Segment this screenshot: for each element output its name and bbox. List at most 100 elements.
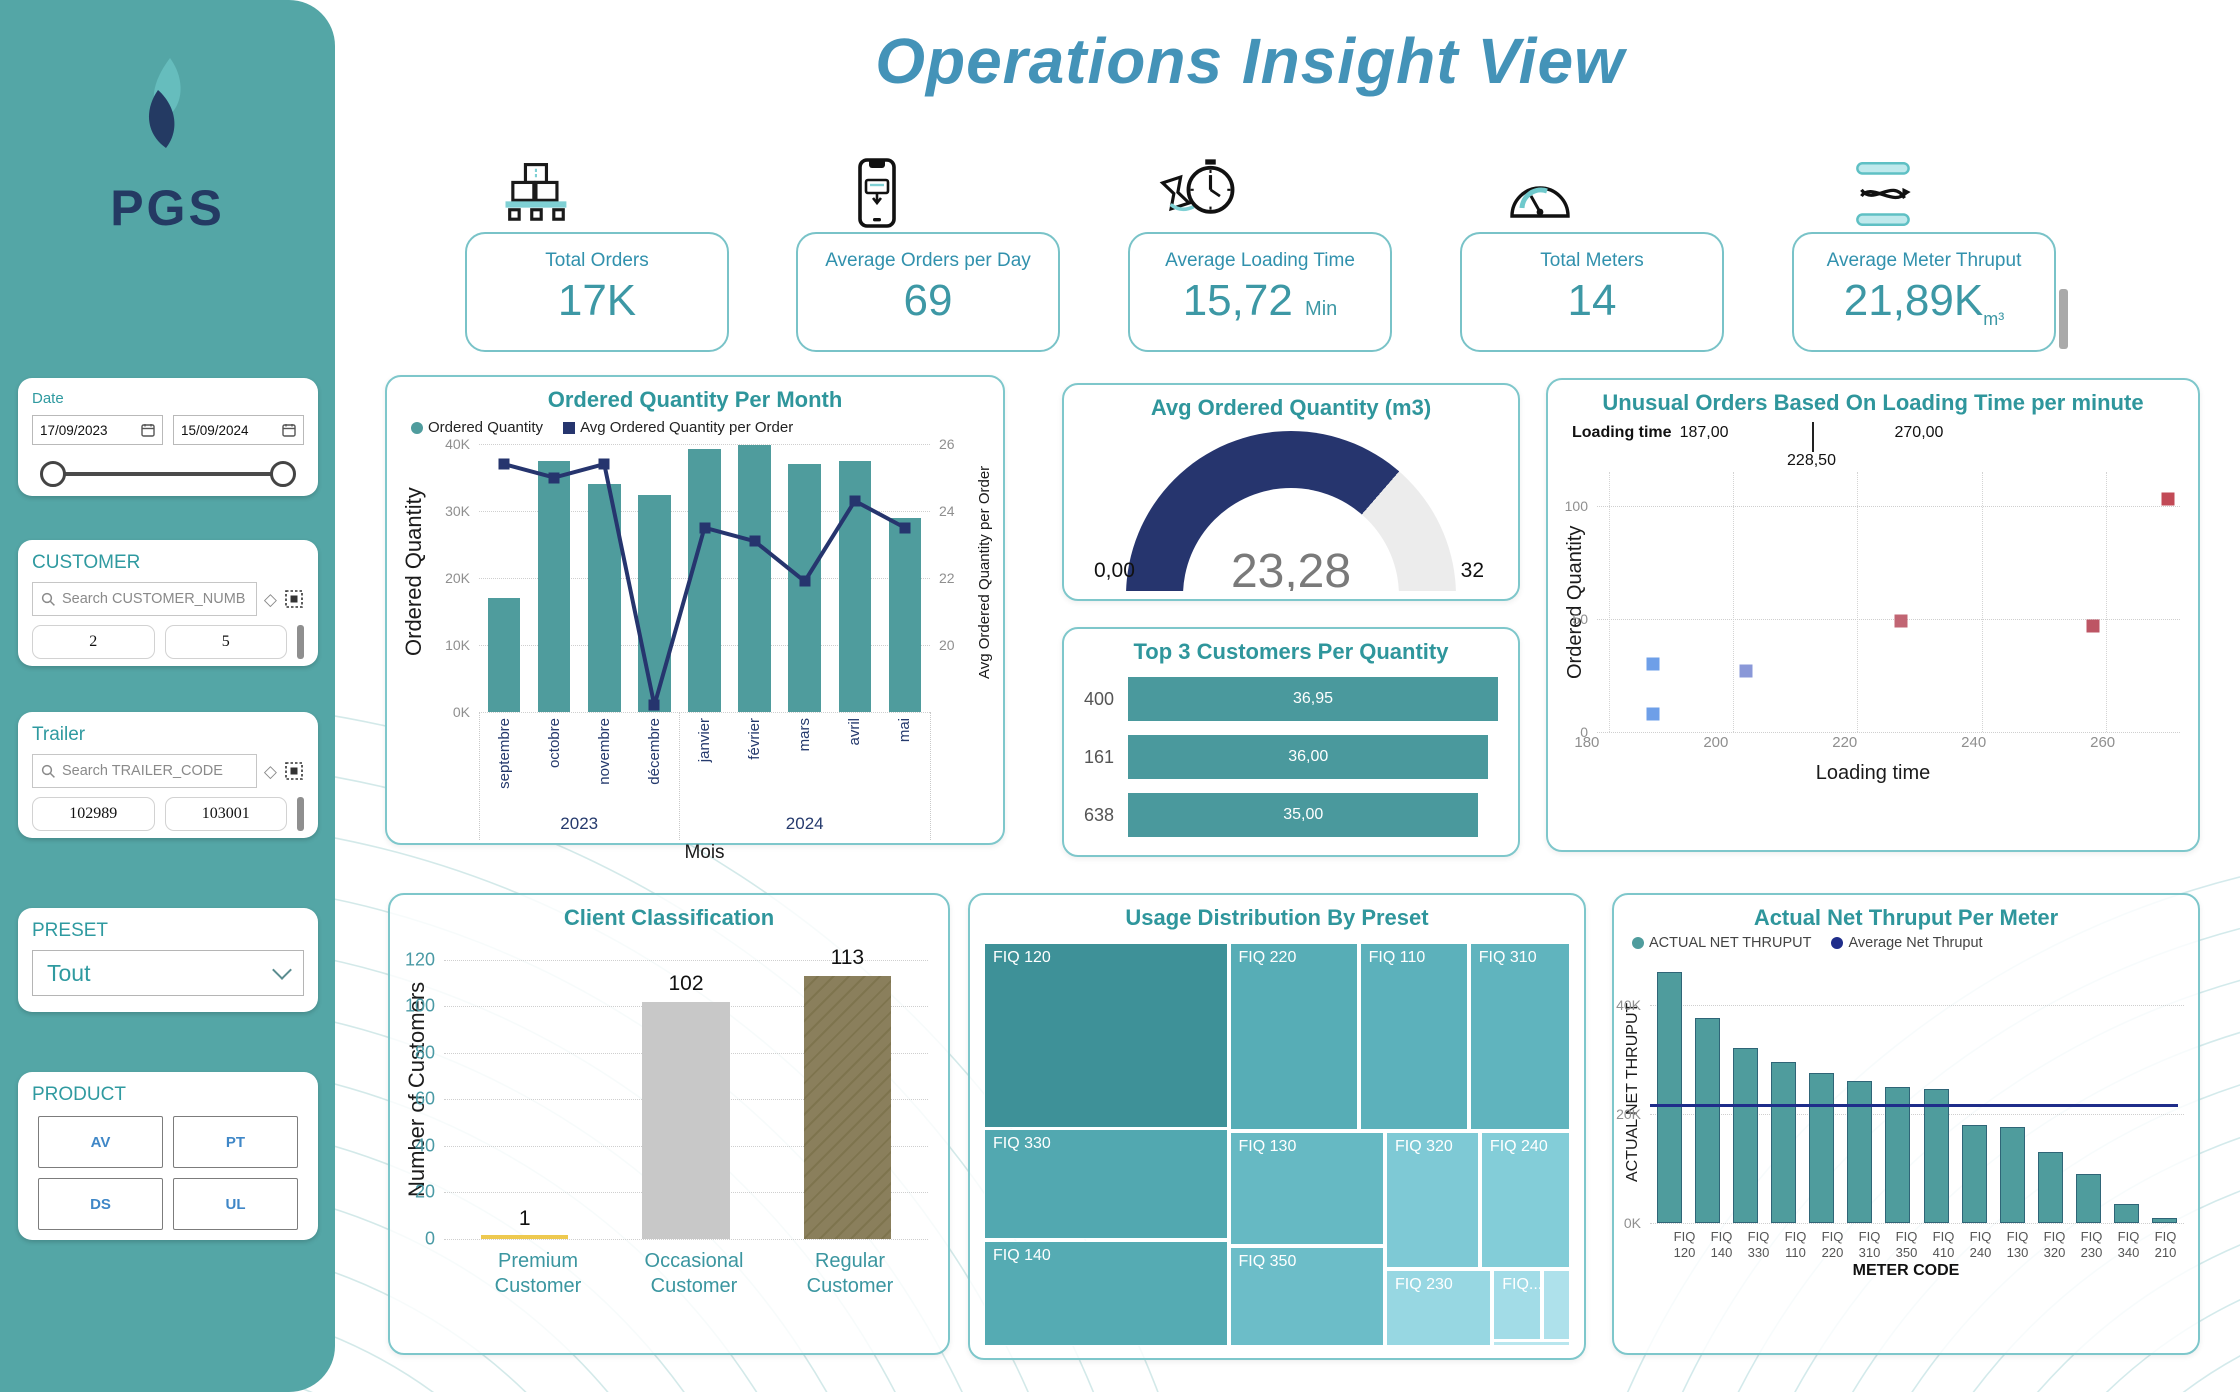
bar[interactable] xyxy=(1961,1124,1987,1223)
grid-select-icon[interactable] xyxy=(284,761,304,781)
bar[interactable] xyxy=(1923,1089,1949,1223)
bar[interactable]: 36,00 xyxy=(1128,735,1489,779)
trailer-list-scrollbar[interactable] xyxy=(297,797,304,831)
bar[interactable] xyxy=(2076,1173,2102,1223)
trailer-search-input[interactable]: Search TRAILER_CODE xyxy=(32,754,257,788)
product-option-pt[interactable]: PT xyxy=(173,1116,298,1168)
customer-list-scrollbar[interactable] xyxy=(297,625,304,659)
bar[interactable] xyxy=(1999,1127,2025,1223)
scatter-point[interactable] xyxy=(2161,492,2175,506)
gradient-marker xyxy=(1811,422,1814,452)
line-marker[interactable] xyxy=(899,522,911,534)
bar-zone: 35,00 xyxy=(1128,793,1498,837)
bar[interactable] xyxy=(1770,1061,1797,1223)
gradient-max: 270,00 xyxy=(1894,424,1944,441)
scatter-point[interactable] xyxy=(1646,657,1660,671)
unusual-orders-scatter-chart: Unusual Orders Based On Loading Time per… xyxy=(1546,378,2200,852)
bar[interactable] xyxy=(537,461,571,712)
treemap-tile-label: FIQ 220 xyxy=(1238,949,1297,966)
date-end-input[interactable]: 15/09/2024 xyxy=(173,415,304,445)
bar[interactable] xyxy=(888,517,922,712)
treemap-tile[interactable]: FIQ 110 xyxy=(1359,943,1469,1130)
bar[interactable] xyxy=(2152,1218,2178,1223)
customer-item[interactable]: 2 xyxy=(32,625,155,659)
trailer-item[interactable]: 102989 xyxy=(32,797,155,831)
bar[interactable] xyxy=(803,976,891,1239)
treemap-tile[interactable]: FIQ 120 xyxy=(984,943,1228,1128)
bar[interactable] xyxy=(1809,1072,1835,1223)
grid-select-icon[interactable] xyxy=(284,589,304,609)
bar[interactable] xyxy=(1656,971,1682,1223)
treemap-tile[interactable]: FIQ 310 xyxy=(1469,943,1570,1130)
pgs-flame-icon xyxy=(148,58,181,148)
thruput-plot-area: 0K 20K 40K xyxy=(1616,961,2184,1231)
x-category-label: FIQ 340 xyxy=(2117,1229,2140,1261)
eraser-icon[interactable]: ◇ xyxy=(263,761,277,781)
scatter-point[interactable] xyxy=(1646,707,1660,721)
treemap-tile[interactable] xyxy=(1543,1269,1570,1340)
treemap-tile[interactable]: FIQ 240 xyxy=(1480,1131,1570,1269)
slider-handle-end[interactable] xyxy=(270,461,296,487)
treemap-tile[interactable]: FIQ 330 xyxy=(984,1129,1228,1240)
scrollbar-thumb[interactable] xyxy=(2059,289,2068,349)
bar[interactable]: 36,95 xyxy=(1128,677,1498,721)
line-marker[interactable] xyxy=(648,699,660,711)
customer-item[interactable]: 5 xyxy=(164,625,287,659)
trailer-item[interactable]: 103001 xyxy=(164,797,287,831)
date-end-value: 15/09/2024 xyxy=(181,422,249,438)
bar[interactable] xyxy=(487,598,521,712)
bar[interactable] xyxy=(638,494,671,712)
bar[interactable] xyxy=(1694,1018,1720,1223)
date-start-input[interactable]: 17/09/2023 xyxy=(32,415,163,445)
treemap-tile[interactable]: FIQ 350 xyxy=(1229,1246,1385,1346)
slider-handle-start[interactable] xyxy=(40,461,66,487)
line-marker[interactable] xyxy=(498,458,510,470)
bar[interactable] xyxy=(738,445,771,712)
scatter-point[interactable] xyxy=(1894,614,1908,628)
treemap-tile[interactable]: FIQ 230 xyxy=(1385,1269,1491,1346)
line-marker[interactable] xyxy=(849,495,861,507)
preset-selected-value: Tout xyxy=(47,959,91,986)
x-tick: 200 xyxy=(1703,734,1729,751)
scatter-point[interactable] xyxy=(2086,619,2100,633)
product-option-ds[interactable]: DS xyxy=(38,1178,163,1230)
x-tick-year: 2024 xyxy=(785,814,824,833)
product-option-av[interactable]: AV xyxy=(38,1116,163,1168)
line-marker[interactable] xyxy=(548,472,560,483)
chart-title: Avg Ordered Quantity (m3) xyxy=(1150,395,1432,420)
line-marker[interactable] xyxy=(749,535,761,547)
y-tick-right: 22 xyxy=(939,570,955,586)
bar[interactable] xyxy=(2114,1203,2140,1223)
treemap-tile[interactable]: FIQ 220 xyxy=(1229,943,1358,1130)
slider-track xyxy=(50,472,286,476)
bar[interactable] xyxy=(688,449,721,712)
bar[interactable]: 35,00 xyxy=(1128,793,1479,837)
table-row: 161 36,00 xyxy=(1076,735,1498,779)
y-tick: 40 xyxy=(414,1135,435,1156)
treemap-tile[interactable]: FIQ 130 xyxy=(1229,1131,1385,1246)
treemap-tile[interactable]: FIQ... xyxy=(1493,1269,1542,1340)
treemap-tile[interactable]: FIQ 320 xyxy=(1385,1131,1479,1269)
actual-net-thruput-chart: Actual Net Thruput Per Meter ACTUAL NET … xyxy=(1612,893,2200,1355)
line-marker[interactable] xyxy=(699,522,710,534)
bar[interactable] xyxy=(481,1235,569,1239)
gauge-min-label: 0,00 xyxy=(1094,559,1135,582)
preset-dropdown[interactable]: Tout xyxy=(32,950,304,996)
bar[interactable] xyxy=(2037,1152,2064,1223)
date-range-slider[interactable] xyxy=(40,459,296,489)
bar[interactable] xyxy=(642,1001,730,1239)
line-marker[interactable] xyxy=(799,575,811,587)
treemap-tile-label: FIQ 120 xyxy=(993,949,1051,966)
line-marker[interactable] xyxy=(598,458,610,470)
customer-search-input[interactable]: Search CUSTOMER_NUMB xyxy=(32,582,257,616)
bar[interactable] xyxy=(788,464,821,712)
chevron-down-icon xyxy=(272,960,292,980)
bar[interactable] xyxy=(1847,1081,1873,1223)
treemap-tile[interactable] xyxy=(1493,1340,1570,1346)
treemap-tile[interactable]: FIQ 140 xyxy=(984,1240,1228,1346)
scatter-point[interactable] xyxy=(1739,664,1753,678)
product-option-ul[interactable]: UL xyxy=(173,1178,298,1230)
bar[interactable] xyxy=(1732,1048,1758,1223)
eraser-icon[interactable]: ◇ xyxy=(263,589,277,609)
